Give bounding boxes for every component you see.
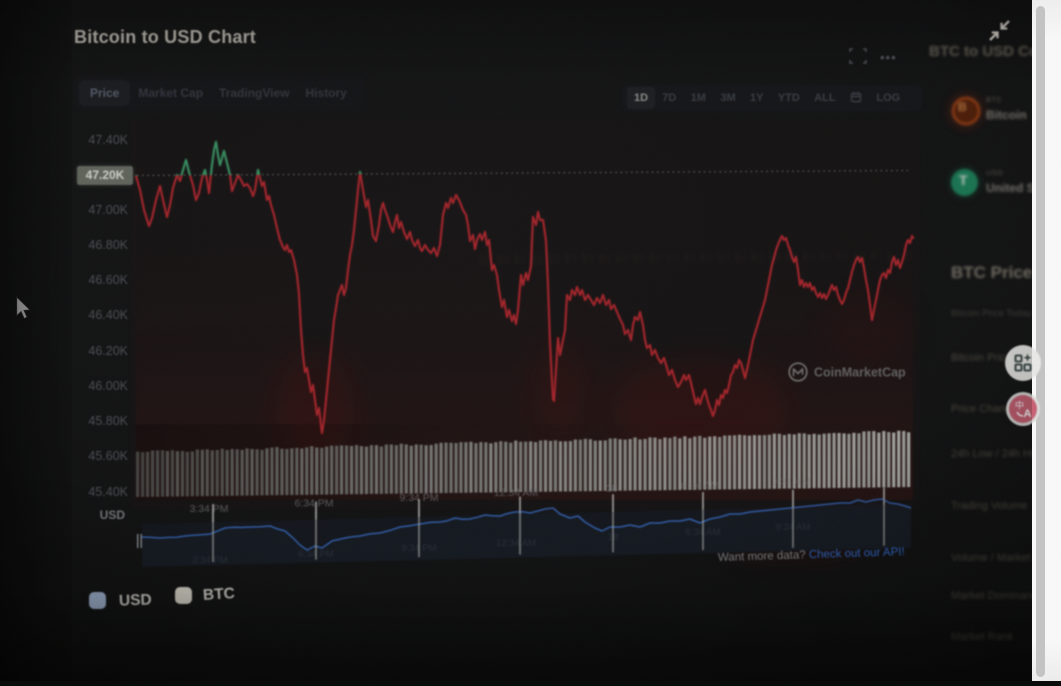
svg-text:A: A	[1024, 408, 1032, 420]
